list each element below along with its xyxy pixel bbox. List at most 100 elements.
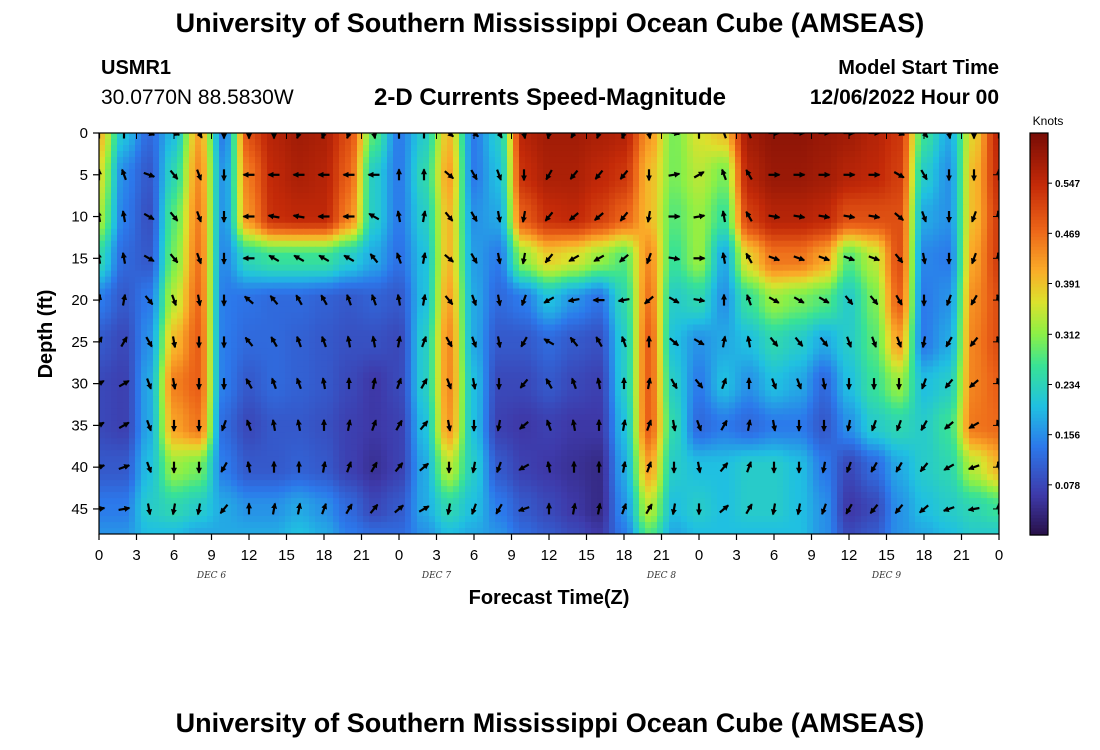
heat-cell	[315, 270, 322, 278]
heat-cell	[135, 234, 142, 242]
heat-cell	[699, 186, 706, 194]
heat-cell	[147, 282, 154, 290]
heat-cell	[861, 282, 868, 290]
heat-cell	[435, 234, 442, 242]
heat-cell	[381, 270, 388, 278]
heat-cell	[291, 204, 298, 212]
heat-cell	[819, 168, 826, 176]
heat-cell	[717, 312, 724, 320]
heat-cell	[825, 138, 832, 146]
heat-cell	[261, 198, 268, 206]
heat-cell	[225, 324, 232, 332]
heat-cell	[369, 288, 376, 296]
heat-cell	[429, 138, 436, 146]
heat-cell	[225, 282, 232, 290]
heat-cell	[423, 306, 430, 314]
heat-cell	[633, 240, 640, 248]
heat-cell	[273, 282, 280, 290]
heat-cell	[525, 162, 532, 170]
heat-cell	[987, 210, 994, 218]
heat-cell	[363, 162, 370, 170]
heat-cell	[171, 306, 178, 314]
heat-cell	[555, 300, 562, 308]
heat-cell	[621, 270, 628, 278]
heat-cell	[231, 216, 238, 224]
heat-cell	[795, 282, 802, 290]
heat-cell	[459, 300, 466, 308]
heat-cell	[741, 306, 748, 314]
heat-cell	[321, 138, 328, 146]
heat-cell	[243, 162, 250, 170]
heat-cell	[171, 330, 178, 338]
heat-cell	[555, 288, 562, 296]
heat-cell	[477, 168, 484, 176]
heat-cell	[351, 252, 358, 260]
heat-cell	[261, 258, 268, 266]
heat-cell	[435, 258, 442, 266]
heat-cell	[645, 234, 652, 242]
heat-cell	[603, 306, 610, 314]
heat-cell	[621, 306, 628, 314]
heat-cell	[879, 306, 886, 314]
heat-cell	[219, 156, 226, 164]
heat-cell	[969, 312, 976, 320]
heat-cell	[189, 234, 196, 242]
heat-cell	[285, 192, 292, 200]
heat-cell	[465, 246, 472, 254]
heat-cell	[195, 222, 202, 230]
heat-cell	[237, 222, 244, 230]
heat-cell	[921, 168, 928, 176]
heat-cell	[531, 168, 538, 176]
heat-cell	[453, 318, 460, 326]
heat-cell	[339, 270, 346, 278]
heat-cell	[327, 150, 334, 158]
heat-cell	[681, 216, 688, 224]
heat-cell	[393, 162, 400, 170]
heat-cell	[147, 258, 154, 266]
heat-cell	[711, 246, 718, 254]
heat-cell	[315, 276, 322, 284]
heat-cell	[879, 198, 886, 206]
heat-cell	[495, 156, 502, 164]
heat-cell	[147, 330, 154, 338]
heat-cell	[915, 246, 922, 254]
heat-cell	[927, 133, 934, 140]
heat-cell	[795, 174, 802, 182]
heat-cell	[225, 216, 232, 224]
heat-cell	[147, 312, 154, 320]
heat-cell	[411, 318, 418, 326]
heat-cell	[783, 216, 790, 224]
heat-cell	[663, 192, 670, 200]
heat-cell	[927, 246, 934, 254]
heat-cell	[351, 240, 358, 248]
heat-cell	[351, 162, 358, 170]
heat-cell	[837, 234, 844, 242]
heat-cell	[873, 318, 880, 326]
heat-cell	[699, 282, 706, 290]
heat-cell	[537, 246, 544, 254]
heat-cell	[357, 240, 364, 248]
heat-cell	[633, 174, 640, 182]
heat-cell	[441, 186, 448, 194]
heat-cell	[531, 198, 538, 206]
heat-cell	[465, 300, 472, 308]
heat-cell	[603, 144, 610, 152]
heat-cell	[657, 174, 664, 182]
heat-cell	[993, 138, 999, 146]
heat-cell	[417, 216, 424, 224]
heat-cell	[387, 240, 394, 248]
heat-cell	[363, 168, 370, 176]
heat-cell	[807, 318, 814, 326]
heat-cell	[687, 180, 694, 188]
heat-cell	[777, 156, 784, 164]
heat-cell	[921, 306, 928, 314]
heat-cell	[435, 168, 442, 176]
heat-cell	[507, 228, 514, 236]
heat-cell	[903, 186, 910, 194]
heat-cell	[909, 246, 916, 254]
heat-cell	[165, 222, 172, 230]
heat-cell	[189, 133, 196, 140]
heat-cell	[645, 150, 652, 158]
heat-cell	[207, 240, 214, 248]
heat-cell	[807, 306, 814, 314]
